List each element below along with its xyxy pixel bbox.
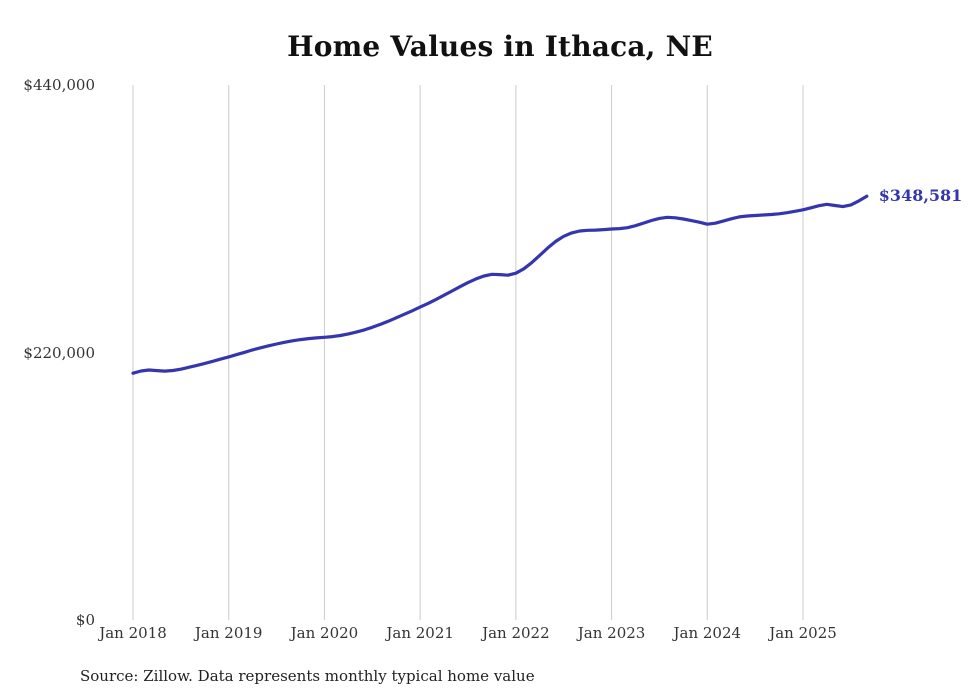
x-tick-label: Jan 2023: [577, 624, 646, 642]
y-tick-label: $220,000: [23, 343, 95, 362]
x-tick-label: Jan 2020: [290, 624, 359, 642]
home-value-series-line: [131, 194, 869, 375]
x-tick-label: Jan 2025: [769, 624, 837, 642]
chart-title: Home Values in Ithaca, NE: [287, 30, 713, 63]
x-tick-label: Jan 2022: [482, 624, 550, 642]
x-tick-label: Jan 2021: [386, 624, 454, 642]
y-tick-label: $0: [75, 611, 95, 629]
y-tick-label: $440,000: [23, 76, 95, 94]
x-tick-label: Jan 2024: [673, 624, 742, 642]
x-tick-label: Jan 2018: [99, 624, 167, 642]
latest-value-label: $348,581: [878, 186, 963, 206]
source-note: Source: Zillow. Data represents monthly …: [80, 667, 535, 685]
x-tick-label: Jan 2019: [194, 624, 263, 642]
